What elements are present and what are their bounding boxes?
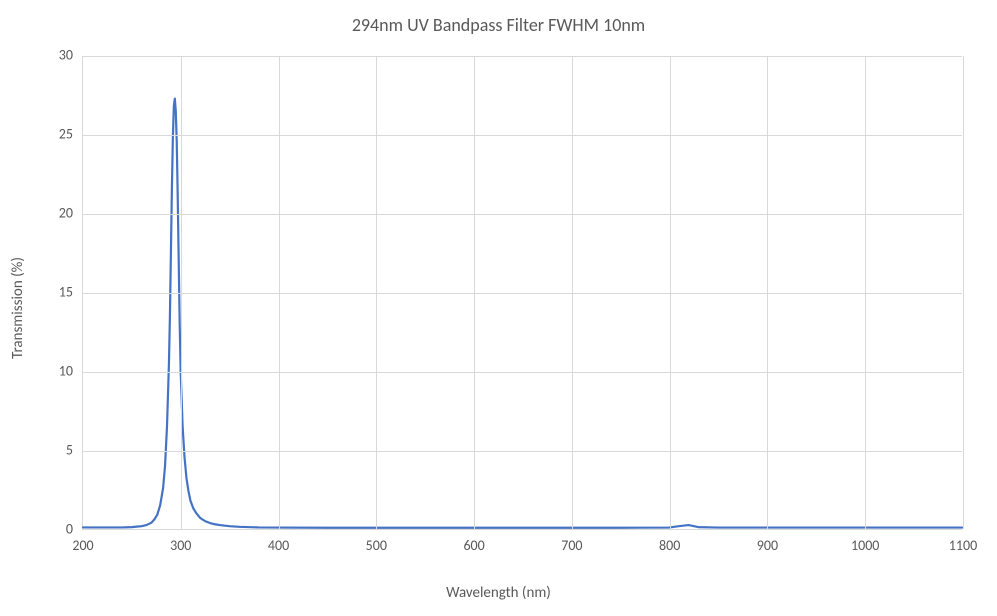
y-tick-label: 0 [66,521,73,538]
x-axis-label: Wavelength (nm) [0,584,997,602]
gridline-horizontal [83,372,962,373]
x-tick-label: 300 [170,537,191,554]
gridline-vertical [963,56,964,529]
x-tick-label: 1100 [949,537,977,554]
x-tick-label: 1000 [851,537,879,554]
y-tick-label: 25 [59,126,73,143]
chart-container: 294nm UV Bandpass Filter FWHM 10nm Trans… [0,0,997,616]
chart-title: 294nm UV Bandpass Filter FWHM 10nm [0,14,997,36]
x-tick-label: 500 [366,537,387,554]
x-tick-label: 900 [757,537,778,554]
y-tick-label: 30 [59,47,73,64]
y-tick-label: 10 [59,363,73,380]
gridline-horizontal [83,214,962,215]
gridline-horizontal [83,451,962,452]
gridline-horizontal [83,293,962,294]
y-tick-label: 15 [59,284,73,301]
x-tick-label: 200 [72,537,93,554]
x-tick-label: 800 [659,537,680,554]
transmission-line [83,99,962,528]
x-tick-label: 700 [561,537,582,554]
y-tick-label: 5 [66,442,73,459]
gridline-horizontal [83,56,962,57]
x-tick-label: 400 [268,537,289,554]
plot-area: 2003004005006007008009001000110005101520… [82,56,962,530]
y-axis-label: Transmission (%) [9,257,27,359]
gridline-horizontal [83,135,962,136]
y-tick-label: 20 [59,205,73,222]
x-tick-label: 600 [463,537,484,554]
